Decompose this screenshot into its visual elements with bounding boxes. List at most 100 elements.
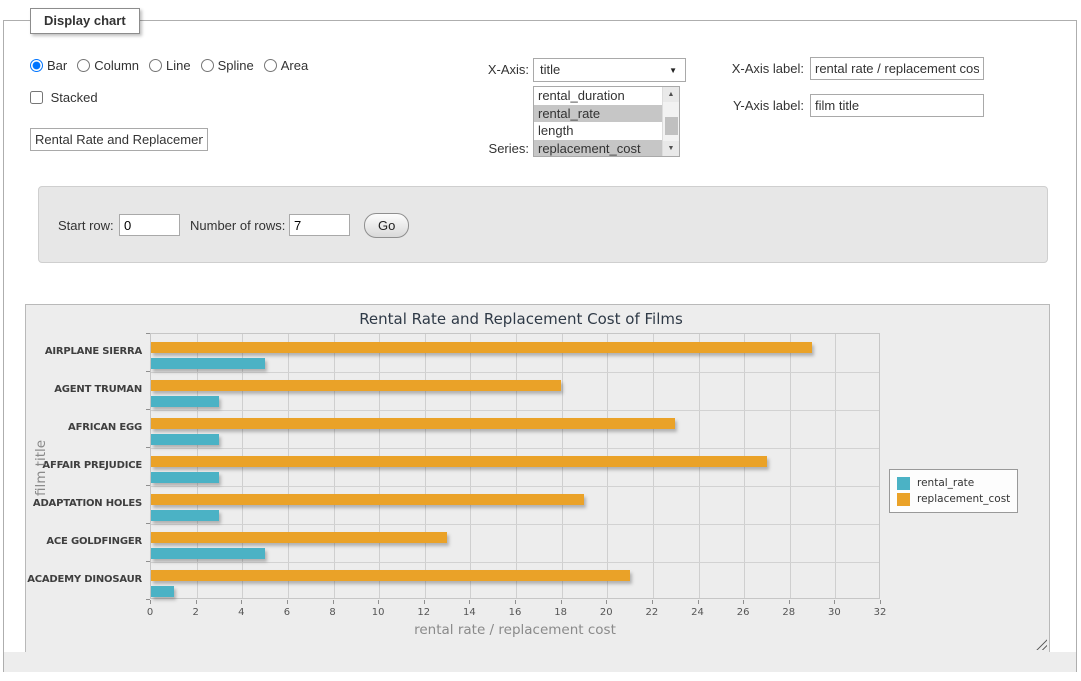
x-axis-select[interactable]: title ▼ <box>533 58 686 82</box>
y-tick-mark <box>146 333 150 334</box>
number-of-rows-label: Number of rows: <box>190 218 285 233</box>
x-tick-mark <box>880 600 881 604</box>
y-tick-mark <box>146 371 150 372</box>
bar-replacement_cost <box>151 456 767 467</box>
chart-type-label: Column <box>94 58 139 73</box>
chart-type-option-spline: Spline <box>201 58 254 73</box>
x-tick-label: 16 <box>498 607 532 618</box>
x-axis-label-input[interactable] <box>810 57 984 80</box>
y-axis-label-field-label: Y-Axis label: <box>722 98 804 113</box>
x-tick-label: 22 <box>635 607 669 618</box>
legend-label: replacement_cost <box>917 493 1010 505</box>
bar-replacement_cost <box>151 532 447 543</box>
y-tick-mark <box>146 561 150 562</box>
x-tick-label: 14 <box>452 607 486 618</box>
stacked-label: Stacked <box>30 90 98 105</box>
chart-type-label: Line <box>166 58 191 73</box>
gridline-horizontal <box>151 524 879 525</box>
x-tick-label: 2 <box>179 607 213 618</box>
series-options: rental_durationrental_ratelengthreplacem… <box>534 87 662 156</box>
scroll-up-icon[interactable]: ▲ <box>663 87 679 102</box>
bar-rental_rate <box>151 358 265 369</box>
y-axis-title: film title <box>33 408 49 528</box>
legend-label: rental_rate <box>917 477 974 489</box>
bar-rental_rate <box>151 396 219 407</box>
series-scrollbar[interactable]: ▲ ▼ <box>662 87 679 156</box>
number-of-rows-input[interactable] <box>289 214 350 236</box>
x-axis-label-field-label: X-Axis label: <box>722 61 804 76</box>
y-tick-mark <box>146 409 150 410</box>
chart-title: Rental Rate and Replacement Cost of Film… <box>26 310 1016 328</box>
x-tick-mark <box>515 600 516 604</box>
stacked-checkbox[interactable] <box>30 91 43 104</box>
chart-type-radio-spline[interactable] <box>201 59 214 72</box>
x-tick-mark <box>743 600 744 604</box>
series-option-replacement_cost[interactable]: replacement_cost <box>534 140 662 158</box>
x-tick-mark <box>424 600 425 604</box>
x-tick-label: 8 <box>316 607 350 618</box>
resize-handle-icon[interactable] <box>1036 639 1047 650</box>
chart-title-input[interactable] <box>30 128 208 151</box>
chart-type-option-area: Area <box>264 58 308 73</box>
gridline-horizontal <box>151 410 879 411</box>
y-tick-mark <box>146 599 150 600</box>
series-listbox[interactable]: rental_durationrental_ratelengthreplacem… <box>533 86 680 157</box>
x-tick-mark <box>287 600 288 604</box>
bar-rental_rate <box>151 510 219 521</box>
chart-type-radio-area[interactable] <box>264 59 277 72</box>
category-label: AGENT TRUMAN <box>26 384 142 395</box>
chart-type-option-column: Column <box>77 58 139 73</box>
x-tick-mark <box>333 600 334 604</box>
series-select-label: Series: <box>454 141 529 156</box>
gridline-horizontal <box>151 448 879 449</box>
gridline-horizontal <box>151 562 879 563</box>
bar-replacement_cost <box>151 418 675 429</box>
chart-type-radio-group: BarColumnLineSplineArea <box>30 58 318 73</box>
bar-replacement_cost <box>151 342 812 353</box>
legend-item: replacement_cost <box>897 491 1010 507</box>
chart-type-label: Area <box>281 58 308 73</box>
series-option-rental_rate[interactable]: rental_rate <box>534 105 662 123</box>
x-tick-label: 24 <box>681 607 715 618</box>
gridline-horizontal <box>151 372 879 373</box>
bar-rental_rate <box>151 434 219 445</box>
x-tick-label: 30 <box>817 607 851 618</box>
x-tick-mark <box>652 600 653 604</box>
bar-replacement_cost <box>151 494 584 505</box>
chart-type-radio-bar[interactable] <box>30 59 43 72</box>
series-option-rental_duration[interactable]: rental_duration <box>534 87 662 105</box>
bar-replacement_cost <box>151 570 630 581</box>
chart-legend: rental_rate replacement_cost <box>889 469 1018 513</box>
x-tick-label: 20 <box>589 607 623 618</box>
y-tick-mark <box>146 447 150 448</box>
x-tick-label: 10 <box>361 607 395 618</box>
chart-container: Rental Rate and Replacement Cost of Film… <box>25 304 1050 653</box>
start-row-label: Start row: <box>58 218 114 233</box>
chart-type-option-line: Line <box>149 58 191 73</box>
x-tick-mark <box>834 600 835 604</box>
y-axis-label-input[interactable] <box>810 94 984 117</box>
chart-type-radio-line[interactable] <box>149 59 162 72</box>
x-tick-mark <box>241 600 242 604</box>
x-tick-mark <box>789 600 790 604</box>
start-row-input[interactable] <box>119 214 180 236</box>
go-button[interactable]: Go <box>364 213 409 238</box>
bottom-strip <box>4 652 1076 672</box>
scrollbar-thumb[interactable] <box>665 117 678 135</box>
category-label: AIRPLANE SIERRA <box>26 346 142 357</box>
bar-rental_rate <box>151 586 174 597</box>
legend-swatch-replacement_cost <box>897 493 910 506</box>
category-label: ACADEMY DINOSAUR <box>26 574 142 585</box>
fieldset-legend: Display chart <box>30 8 140 34</box>
x-tick-label: 0 <box>133 607 167 618</box>
legend-swatch-rental_rate <box>897 477 910 490</box>
bar-rental_rate <box>151 472 219 483</box>
x-tick-label: 28 <box>772 607 806 618</box>
chart-type-radio-column[interactable] <box>77 59 90 72</box>
bar-rental_rate <box>151 548 265 559</box>
series-option-length[interactable]: length <box>534 122 662 140</box>
scroll-down-icon[interactable]: ▼ <box>663 141 679 156</box>
stacked-row: Stacked <box>30 90 98 105</box>
row-controls-panel: Start row: Number of rows: Go <box>38 186 1048 263</box>
x-tick-label: 6 <box>270 607 304 618</box>
